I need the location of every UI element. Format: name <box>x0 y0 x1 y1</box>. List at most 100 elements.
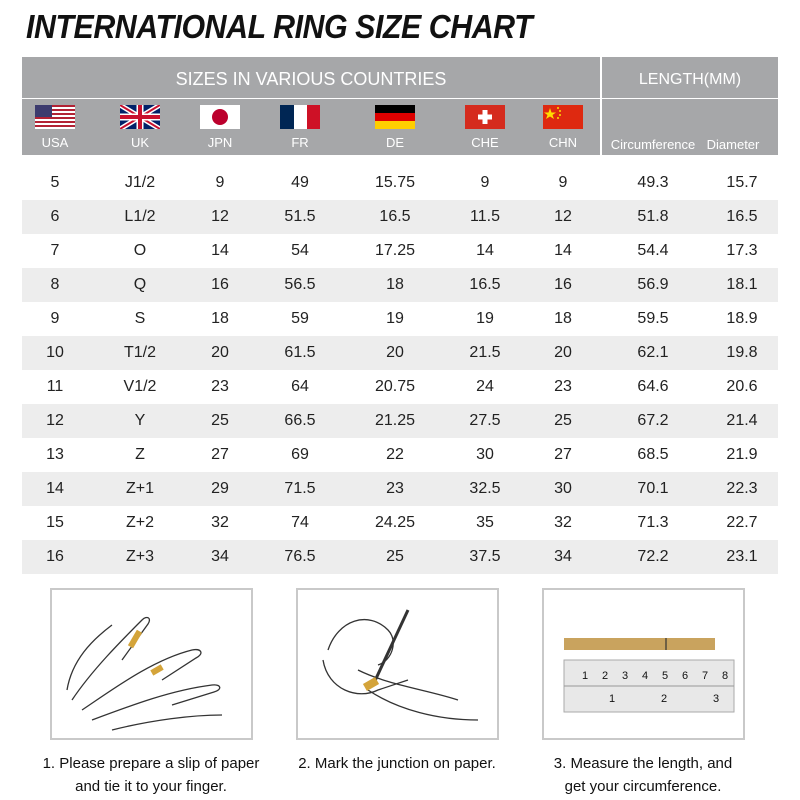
table-cell: 56.9 <box>637 276 669 293</box>
table-cell: 32 <box>554 514 572 531</box>
table-cell: Z+1 <box>125 480 155 497</box>
table-cell: Y <box>134 412 146 429</box>
japan-flag-icon <box>200 105 240 129</box>
sizes-header: SIZES IN VARIOUS COUNTRIES <box>22 57 600 99</box>
step3-caption: 3. Measure the length, and get your circu… <box>553 755 733 795</box>
table-cell: 32.5 <box>469 480 501 497</box>
table-cell: 56.5 <box>284 276 316 293</box>
country-usa: USA <box>25 105 85 150</box>
table-cell: 23 <box>386 480 404 497</box>
table-row: 8 Q 16 56.5 18 16.5 16 56.9 18.1 <box>22 268 778 302</box>
table-cell: 61.5 <box>284 344 316 361</box>
table-cell: 37.5 <box>469 548 501 565</box>
table-cell: Q <box>133 276 147 293</box>
table-cell: 59.5 <box>637 310 669 327</box>
table-cell: 51.8 <box>637 208 669 225</box>
ruler-number: 2 <box>661 693 667 705</box>
table-cell: 30 <box>554 480 572 497</box>
marking-pen-icon <box>322 609 479 721</box>
length-header: LENGTH(MM) <box>602 57 778 99</box>
table-cell: 64.6 <box>637 378 669 395</box>
country-de: DE <box>365 105 425 150</box>
ruler-number: 1 <box>582 670 588 682</box>
diameter-header: Diameter <box>706 137 760 152</box>
table-cell: 20 <box>386 344 404 361</box>
table-row: 15 Z+2 32 74 24.25 35 32 71.3 22.7 <box>22 506 778 540</box>
step1-caption: 1. Please prepare a slip of paper and tie… <box>42 755 260 795</box>
switzerland-flag-icon <box>465 105 505 129</box>
uk-flag-icon <box>120 105 160 129</box>
table-cell: 18 <box>554 310 572 327</box>
country-code: DE <box>385 135 405 150</box>
table-row: 7 O 14 54 17.25 14 14 54.4 17.3 <box>22 234 778 268</box>
ruler-number: 4 <box>642 670 648 682</box>
table-cell: 14 <box>476 242 494 259</box>
table-cell: S <box>134 310 146 327</box>
ruler-number: 8 <box>722 670 728 682</box>
table-cell: 16 <box>46 548 64 565</box>
table-cell: 25 <box>554 412 572 429</box>
table-cell: 15.7 <box>726 174 758 191</box>
table-cell: Z+2 <box>125 514 155 531</box>
table-cell: 27 <box>554 446 572 463</box>
table-cell: Z+3 <box>125 548 155 565</box>
germany-flag-icon <box>375 105 415 129</box>
table-cell: 21.5 <box>469 344 501 361</box>
size-table: 5 J1/2 9 49 15.75 9 9 49.3 15.7 6 L1/2 12 51.5 16.5 11… <box>22 166 778 574</box>
table-cell: 14 <box>46 480 64 497</box>
table-cell: 9 <box>480 174 490 191</box>
table-cell: J1/2 <box>124 174 156 191</box>
table-cell: 67.2 <box>637 412 669 429</box>
table-cell: 16.5 <box>379 208 411 225</box>
table-cell: 74 <box>291 514 309 531</box>
table-cell: 6 <box>50 208 60 225</box>
table-cell: 12 <box>554 208 572 225</box>
table-cell: 49 <box>291 174 309 191</box>
table-row: 13 Z 27 69 22 30 27 68.5 21.9 <box>22 438 778 472</box>
table-cell: 24 <box>476 378 494 395</box>
china-flag-icon <box>543 105 583 129</box>
paper-strip <box>564 638 715 650</box>
table-cell: 49.3 <box>637 174 669 191</box>
france-flag-icon <box>280 105 320 129</box>
divider <box>600 57 602 155</box>
hand-with-paper-icon <box>66 616 223 731</box>
table-cell: 17.25 <box>374 242 416 259</box>
table-cell: 9 <box>215 174 225 191</box>
table-cell: 69 <box>291 446 309 463</box>
table-cell: 12 <box>211 208 229 225</box>
table-cell: 23 <box>211 378 229 395</box>
table-cell: 20 <box>554 344 572 361</box>
table-cell: L1/2 <box>124 208 156 225</box>
table-header: SIZES IN VARIOUS COUNTRIES LENGTH(MM) US… <box>22 57 778 155</box>
table-cell: 68.5 <box>637 446 669 463</box>
table-cell: 9 <box>50 310 60 327</box>
table-cell: O <box>133 242 147 259</box>
table-cell: 15.75 <box>374 174 416 191</box>
ruler-number: 2 <box>602 670 608 682</box>
ruler-number: 5 <box>662 670 668 682</box>
table-cell: 54 <box>291 242 309 259</box>
step2-illustration <box>296 588 499 740</box>
table-cell: 21.25 <box>374 412 416 429</box>
table-row: 10 T1/2 20 61.5 20 21.5 20 62.1 19.8 <box>22 336 778 370</box>
table-cell: 19 <box>386 310 404 327</box>
table-cell: 21.9 <box>726 446 758 463</box>
table-cell: 35 <box>476 514 494 531</box>
table-cell: 18 <box>211 310 229 327</box>
table-cell: 10 <box>46 344 64 361</box>
table-cell: 12 <box>46 412 64 429</box>
table-cell: 11 <box>46 378 64 395</box>
table-row: 12 Y 25 66.5 21.25 27.5 25 67.2 21.4 <box>22 404 778 438</box>
table-cell: 22.7 <box>726 514 758 531</box>
table-cell: 11.5 <box>470 208 500 225</box>
table-cell: 64 <box>291 378 309 395</box>
ruler-measure-icon: 1 2 3 4 5 6 7 81 2 3 <box>563 638 735 713</box>
ruler-number: 6 <box>682 670 688 682</box>
table-cell: 7 <box>50 242 60 259</box>
table-cell: 34 <box>211 548 229 565</box>
table-cell: 29 <box>211 480 229 497</box>
table-cell: 16 <box>211 276 229 293</box>
table-row: 14 Z+1 29 71.5 23 32.5 30 70.1 22.3 <box>22 472 778 506</box>
table-cell: 15 <box>46 514 64 531</box>
